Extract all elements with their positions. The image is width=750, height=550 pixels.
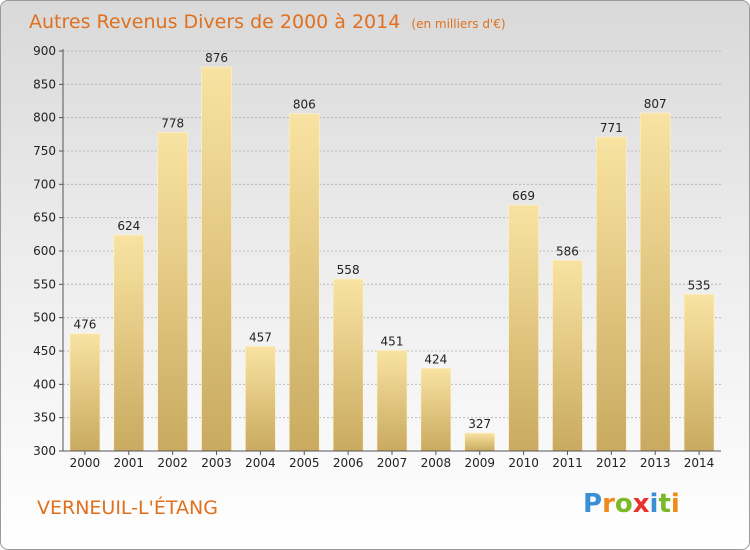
x-tick-label-2001: 2001 xyxy=(114,456,145,470)
chart-title: Autres Revenus Divers de 2000 à 2014 xyxy=(29,11,401,33)
logo-letter: i xyxy=(670,489,680,519)
x-tick-label-2008: 2008 xyxy=(421,456,452,470)
y-tick-label: 400 xyxy=(33,377,56,391)
y-tick-label: 600 xyxy=(33,244,56,258)
logo-letter: t xyxy=(658,489,671,519)
logo-letter: P xyxy=(583,489,603,519)
bar-2006 xyxy=(332,278,364,452)
y-tick-label: 750 xyxy=(33,144,56,158)
logo-letter: x xyxy=(632,489,650,519)
y-tick-label: 450 xyxy=(33,344,56,358)
bar-2010 xyxy=(508,204,539,452)
x-tick-label-2002: 2002 xyxy=(157,456,188,470)
bars xyxy=(69,66,715,452)
data-label-2005: 806 xyxy=(293,98,316,112)
x-tick-label-2004: 2004 xyxy=(245,456,276,470)
bar-2009 xyxy=(464,432,496,452)
bar-2008 xyxy=(420,368,452,452)
y-tick-label: 550 xyxy=(33,277,56,291)
data-label-2009: 327 xyxy=(468,417,491,431)
x-tick-label-2006: 2006 xyxy=(333,456,364,470)
x-tick-label-2010: 2010 xyxy=(508,456,539,470)
y-tick-label: 800 xyxy=(33,111,56,125)
commune-name: VERNEUIL-L'ÉTANG xyxy=(37,497,218,519)
data-label-2001: 624 xyxy=(117,219,140,233)
logo-letter: r xyxy=(602,489,615,519)
data-label-2011: 586 xyxy=(556,244,579,258)
y-tick-label: 700 xyxy=(33,177,56,191)
y-tick-label: 500 xyxy=(33,311,56,325)
data-label-2014: 535 xyxy=(688,278,711,292)
axes: 300 350 400 450 500 550 600 650 700 750 800 850 900 2… xyxy=(33,44,721,470)
x-tick-label-2011: 2011 xyxy=(552,456,583,470)
x-tick-label-2000: 2000 xyxy=(70,456,101,470)
bar-2011 xyxy=(552,260,583,452)
data-label-2000: 476 xyxy=(73,318,96,332)
data-label-2013: 807 xyxy=(644,97,667,111)
data-label-2002: 778 xyxy=(161,116,184,130)
y-tick-label: 900 xyxy=(33,44,56,58)
data-label-2010: 669 xyxy=(512,189,535,203)
bar-2000 xyxy=(69,333,101,452)
bar-2007 xyxy=(376,350,408,452)
x-tick-label-2003: 2003 xyxy=(201,456,232,470)
bar-2013 xyxy=(639,112,671,452)
y-tick-label: 850 xyxy=(33,77,56,91)
bar-2003 xyxy=(201,66,232,452)
x-tick-label-2007: 2007 xyxy=(377,456,408,470)
data-label-2012: 771 xyxy=(600,121,623,135)
proxiti-logo: Proxiti xyxy=(583,489,680,519)
x-tick-label-2005: 2005 xyxy=(289,456,320,470)
bar-2005 xyxy=(288,113,320,452)
logo-letter: i xyxy=(649,489,659,519)
logo-letter: o xyxy=(614,489,633,519)
x-tick-label-2009: 2009 xyxy=(464,456,495,470)
y-tick-label: 300 xyxy=(33,444,56,458)
chart-title-block: Autres Revenus Divers de 2000 à 2014 (en… xyxy=(29,11,506,33)
data-labels: 476 624 778 876 457 806 558 451 424 327 669 586 771 8… xyxy=(73,51,710,431)
y-tick-label: 650 xyxy=(33,211,56,225)
bar-2014 xyxy=(683,294,715,452)
y-tick-label: 350 xyxy=(33,411,56,425)
data-label-2006: 558 xyxy=(337,263,360,277)
data-label-2004: 457 xyxy=(249,330,272,344)
x-tick-label-2012: 2012 xyxy=(596,456,627,470)
data-label-2007: 451 xyxy=(381,334,404,348)
data-label-2008: 424 xyxy=(424,352,447,366)
x-tick-label-2013: 2013 xyxy=(640,456,671,470)
bar-2004 xyxy=(245,346,276,452)
bar-2012 xyxy=(596,136,627,452)
bar-2001 xyxy=(113,234,145,452)
chart-subtitle: (en milliers d'€) xyxy=(411,17,506,31)
bar-2002 xyxy=(157,132,188,452)
data-label-2003: 876 xyxy=(205,51,228,65)
x-tick-label-2014: 2014 xyxy=(684,456,715,470)
